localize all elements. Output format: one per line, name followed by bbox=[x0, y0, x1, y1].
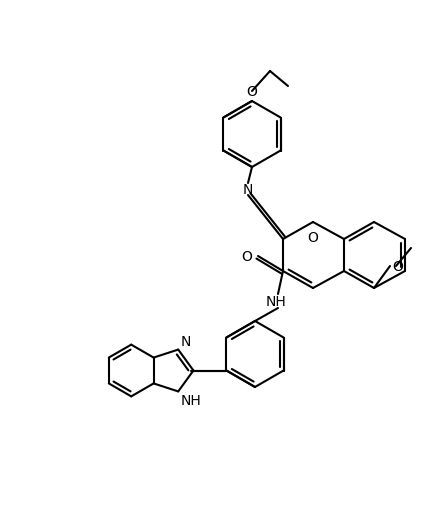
Text: NH: NH bbox=[180, 393, 201, 408]
Text: N: N bbox=[180, 334, 190, 348]
Text: NH: NH bbox=[266, 294, 286, 308]
Text: O: O bbox=[247, 85, 257, 99]
Text: O: O bbox=[307, 231, 319, 244]
Text: N: N bbox=[243, 183, 253, 196]
Text: O: O bbox=[241, 249, 252, 264]
Text: O: O bbox=[392, 260, 403, 273]
